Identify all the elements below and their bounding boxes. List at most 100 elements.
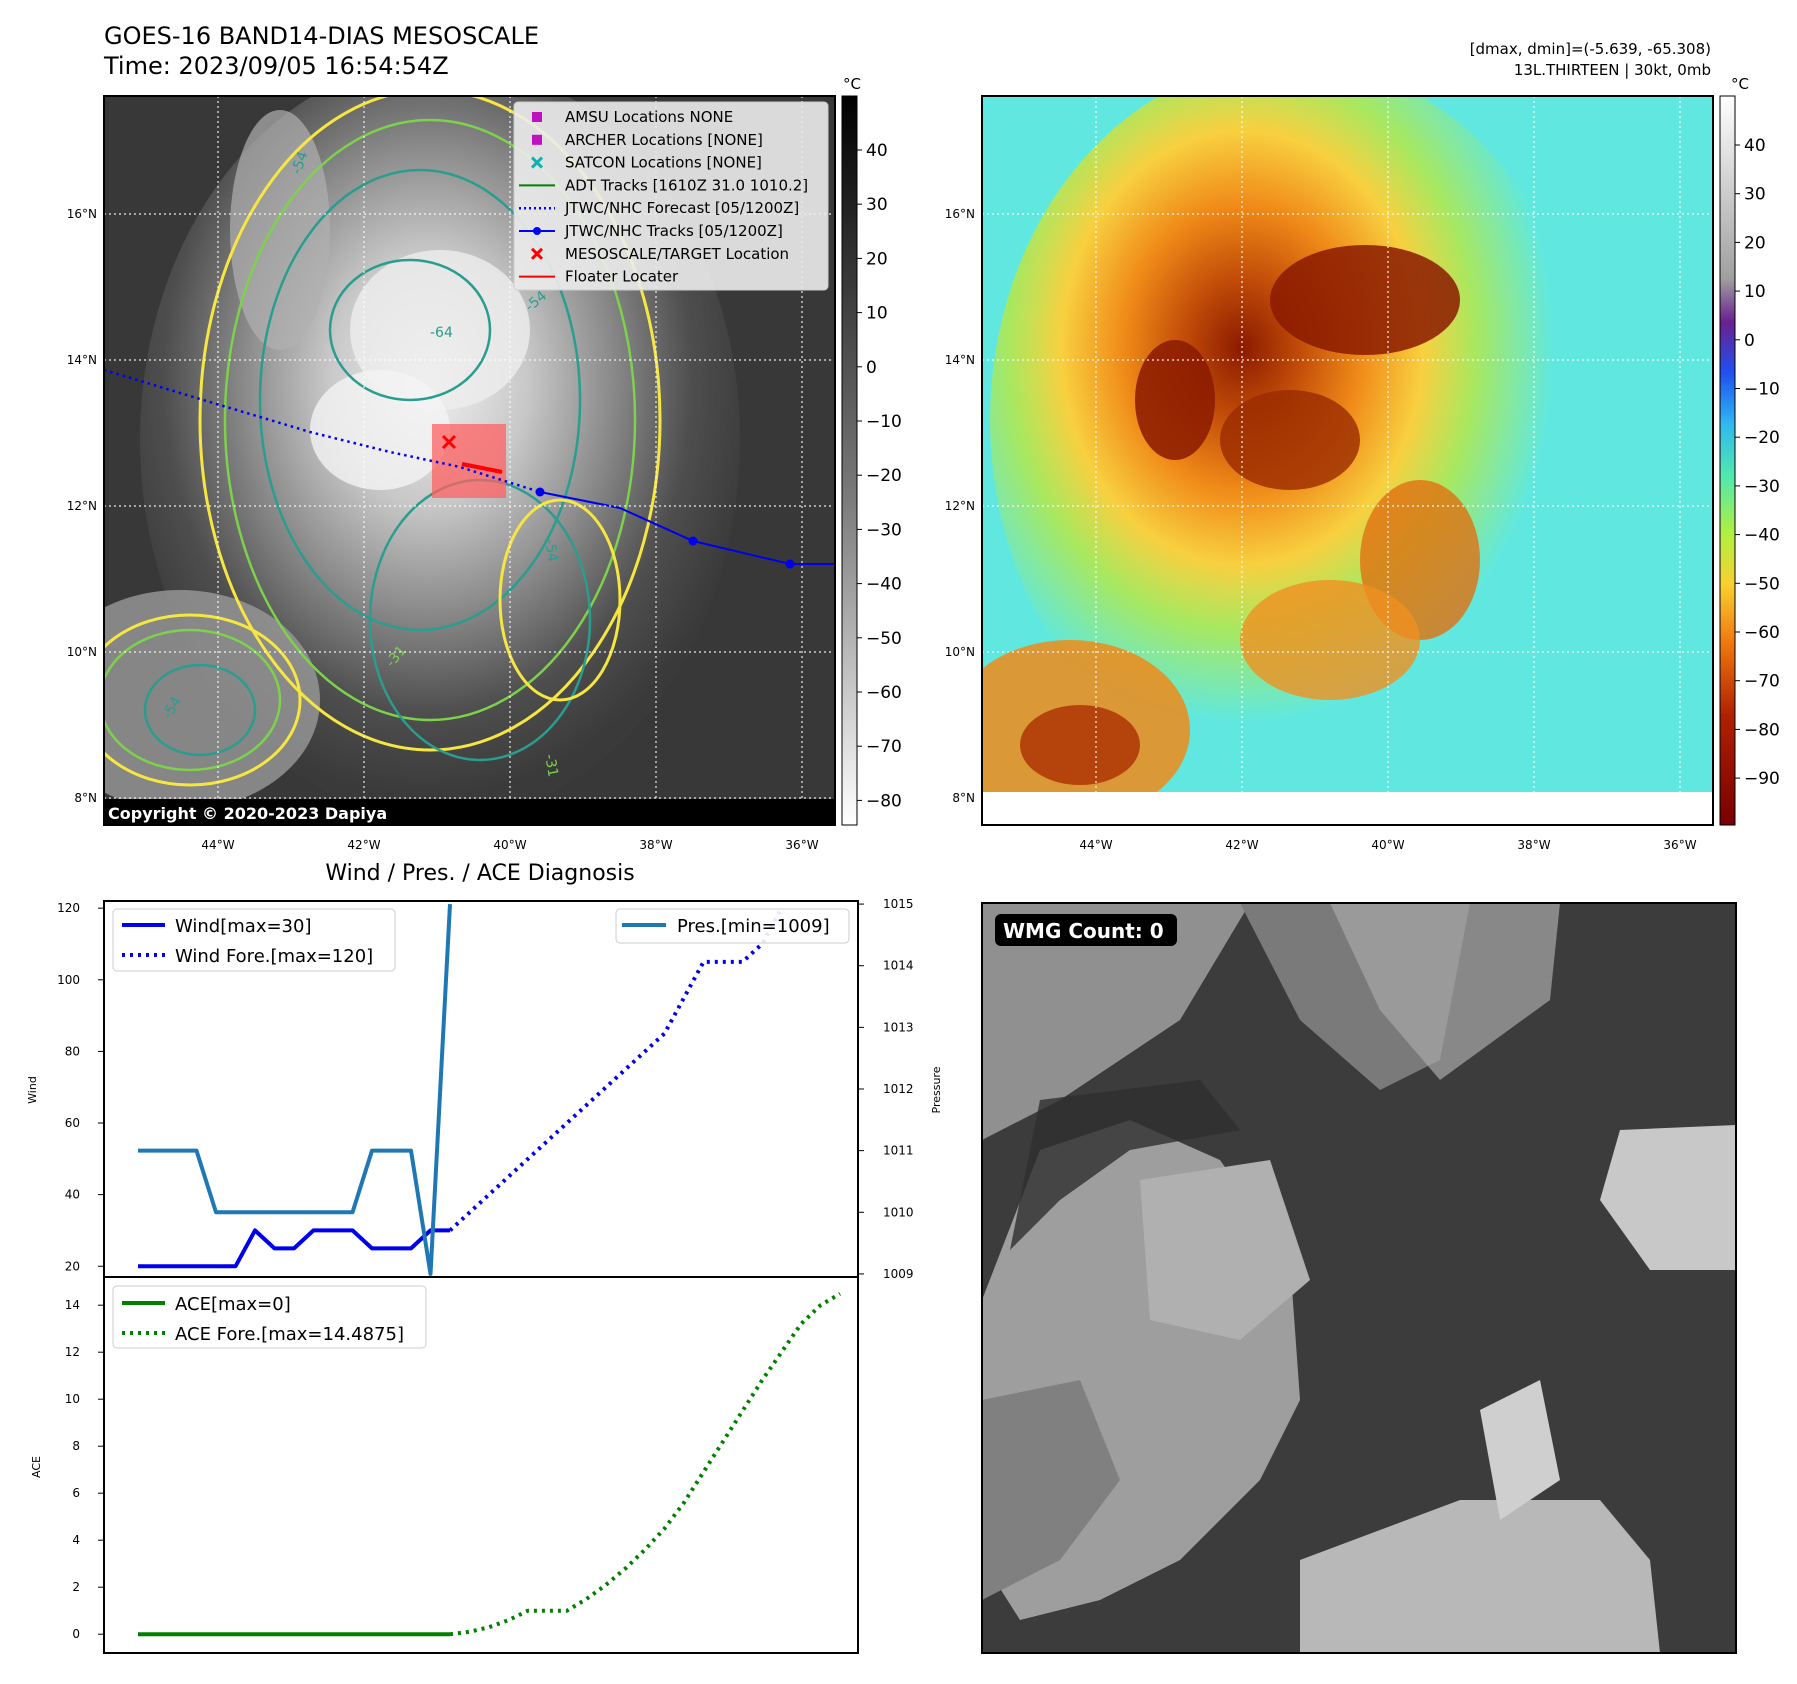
floater-box bbox=[432, 424, 506, 498]
left-map-panel: -64 -54 -54 -54 -54 -31 -31 bbox=[67, 95, 836, 852]
track-point bbox=[688, 536, 698, 546]
legend-label-wind-forecast: Wind Fore.[max=120] bbox=[175, 946, 373, 967]
lat-tick-label: 16°N bbox=[945, 207, 975, 221]
diagnosis-title: Wind / Pres. / ACE Diagnosis bbox=[325, 861, 634, 886]
ace-tick-label: 6 bbox=[72, 1486, 80, 1500]
colorbar-tick-label: −60 bbox=[866, 683, 902, 703]
colorbar-tick-label: −50 bbox=[866, 629, 902, 649]
lon-tick-label: 40°W bbox=[493, 838, 526, 852]
lon-tick-label: 36°W bbox=[785, 838, 818, 852]
dmax-dmin-label: [dmax, dmin]=(-5.639, -65.308) bbox=[1470, 40, 1711, 58]
lat-tick-label: 14°N bbox=[945, 353, 975, 367]
wind-tick-label: 80 bbox=[65, 1044, 80, 1058]
copyright-bar bbox=[104, 799, 835, 825]
colorbar-tick-label: −80 bbox=[1744, 720, 1780, 740]
ace-tick-label: 14 bbox=[65, 1298, 80, 1312]
legend-marker bbox=[532, 112, 542, 122]
ace-forecast-series-line bbox=[449, 1291, 842, 1637]
colorbar-tick-label: 40 bbox=[866, 141, 888, 161]
wmg-region bbox=[1010, 1080, 1240, 1250]
wind-tick-label: 60 bbox=[65, 1116, 80, 1130]
wmg-region bbox=[982, 1380, 1120, 1600]
legend-marker bbox=[533, 227, 541, 235]
pressure-axis-label: Pressure bbox=[930, 1066, 943, 1113]
wmg-region bbox=[1600, 1125, 1736, 1270]
pressure-tick-label: 1011 bbox=[883, 1144, 914, 1158]
left-colorbar-gradient bbox=[841, 95, 858, 826]
legend-label-pressure: Pres.[min=1009] bbox=[677, 916, 830, 937]
lat-tick-label: 8°N bbox=[952, 791, 975, 805]
wmg-panel: WMG Count: 0 bbox=[981, 902, 1737, 1654]
colorbar-tick-label: −10 bbox=[1744, 380, 1780, 400]
contour-label: -54 bbox=[289, 149, 312, 176]
colorbar-tick-label: 0 bbox=[1744, 331, 1755, 351]
colorbar-tick-label: −20 bbox=[1744, 428, 1780, 448]
wmg-count-label: WMG Count: 0 bbox=[1003, 919, 1164, 943]
pressure-tick-label: 1015 bbox=[883, 897, 914, 911]
legend-marker bbox=[532, 134, 542, 145]
lat-tick-label: 12°N bbox=[67, 499, 97, 513]
lat-tick-label: 10°N bbox=[67, 645, 97, 659]
ace-legend: ACE[max=0] ACE Fore.[max=14.4875] bbox=[112, 1285, 427, 1349]
left-colorbar: °C 40 30 20 10 0 −10 −20 −30 −40 −50 −60 −70 −80 bbox=[841, 75, 902, 826]
wind-forecast-series-line bbox=[448, 907, 784, 1232]
track-point bbox=[785, 559, 795, 569]
legend-marker bbox=[530, 156, 544, 169]
pressure-legend-box bbox=[615, 908, 850, 944]
colorbar-tick-label: −90 bbox=[1744, 769, 1780, 789]
pressure-series-line bbox=[138, 903, 452, 1276]
ace-tick-label: 0 bbox=[72, 1627, 80, 1641]
colorbar-tick-label: 20 bbox=[1744, 233, 1766, 253]
lon-tick-label: 44°W bbox=[201, 838, 234, 852]
figure-time: Time: 2023/09/05 16:54:54Z bbox=[103, 52, 449, 80]
lon-tick-label: 42°W bbox=[1225, 838, 1258, 852]
legend-label: MESOSCALE/TARGET Location bbox=[565, 245, 789, 263]
lon-tick-label: 38°W bbox=[1517, 838, 1550, 852]
wmg-region bbox=[1300, 1500, 1660, 1653]
legend-label: SATCON Locations [NONE] bbox=[565, 154, 762, 172]
colorbar-tick-label: −30 bbox=[866, 520, 902, 540]
legend-box bbox=[513, 101, 829, 291]
colorbar-tick-label: −70 bbox=[866, 737, 902, 757]
wmg-frame bbox=[981, 902, 1737, 1654]
pressure-tick-label: 1013 bbox=[883, 1020, 914, 1034]
pressure-tick-label: 1014 bbox=[883, 959, 914, 973]
ace-tick-label: 4 bbox=[72, 1533, 80, 1547]
colorbar-tick-label: −80 bbox=[866, 791, 902, 811]
legend-label: ARCHER Locations [NONE] bbox=[565, 131, 763, 149]
lat-tick-label: 14°N bbox=[67, 353, 97, 367]
ace-chart: ACE 14 12 10 8 6 4 2 0 ACE[max=0] ACE Fore.[max… bbox=[30, 1276, 859, 1654]
right-colorbar: °C 40 30 20 10 0 −10 −20 −30 −40 −50 −60 −70 −80 −90 bbox=[1719, 75, 1780, 826]
colorbar-tick-label: −40 bbox=[1744, 526, 1780, 546]
colorbar-tick-label: 40 bbox=[1744, 136, 1766, 156]
legend-label: JTWC/NHC Tracks [05/1200Z] bbox=[564, 222, 783, 240]
contour-label: -54 bbox=[541, 538, 561, 563]
colorbar-tick-label: 20 bbox=[866, 249, 888, 269]
legend-label: AMSU Locations NONE bbox=[565, 108, 733, 126]
ace-axis-label: ACE bbox=[30, 1456, 43, 1478]
colorbar-tick-label: −20 bbox=[866, 466, 902, 486]
lon-tick-label: 42°W bbox=[347, 838, 380, 852]
wind-axis-label: Wind bbox=[26, 1076, 39, 1104]
colorbar-tick-label: 30 bbox=[866, 195, 888, 215]
pressure-tick-label: 1012 bbox=[883, 1082, 914, 1096]
right-map-imagery bbox=[982, 96, 1713, 825]
right-map-frame bbox=[981, 95, 1714, 826]
colorbar-tick-label: 0 bbox=[866, 358, 877, 378]
colorbar-tick-label: −30 bbox=[1744, 477, 1780, 497]
floater-locater bbox=[461, 462, 503, 474]
ace-tick-label: 2 bbox=[72, 1580, 80, 1594]
lat-tick-label: 8°N bbox=[74, 791, 97, 805]
wmg-region bbox=[982, 903, 1250, 1140]
ace-tick-label: 10 bbox=[65, 1392, 80, 1406]
lon-tick-label: 40°W bbox=[1371, 838, 1404, 852]
colorbar-tick-label: −10 bbox=[866, 412, 902, 432]
wind-legend-box bbox=[112, 908, 396, 972]
colorbar-tick-label: −40 bbox=[866, 575, 902, 595]
wind-series-line bbox=[138, 1228, 450, 1269]
left-colorbar-unit: °C bbox=[843, 75, 861, 93]
left-map-frame bbox=[103, 95, 836, 826]
lat-tick-label: 10°N bbox=[945, 645, 975, 659]
colorbar-tick-label: 10 bbox=[866, 304, 888, 324]
wind-tick-label: 20 bbox=[65, 1259, 80, 1273]
